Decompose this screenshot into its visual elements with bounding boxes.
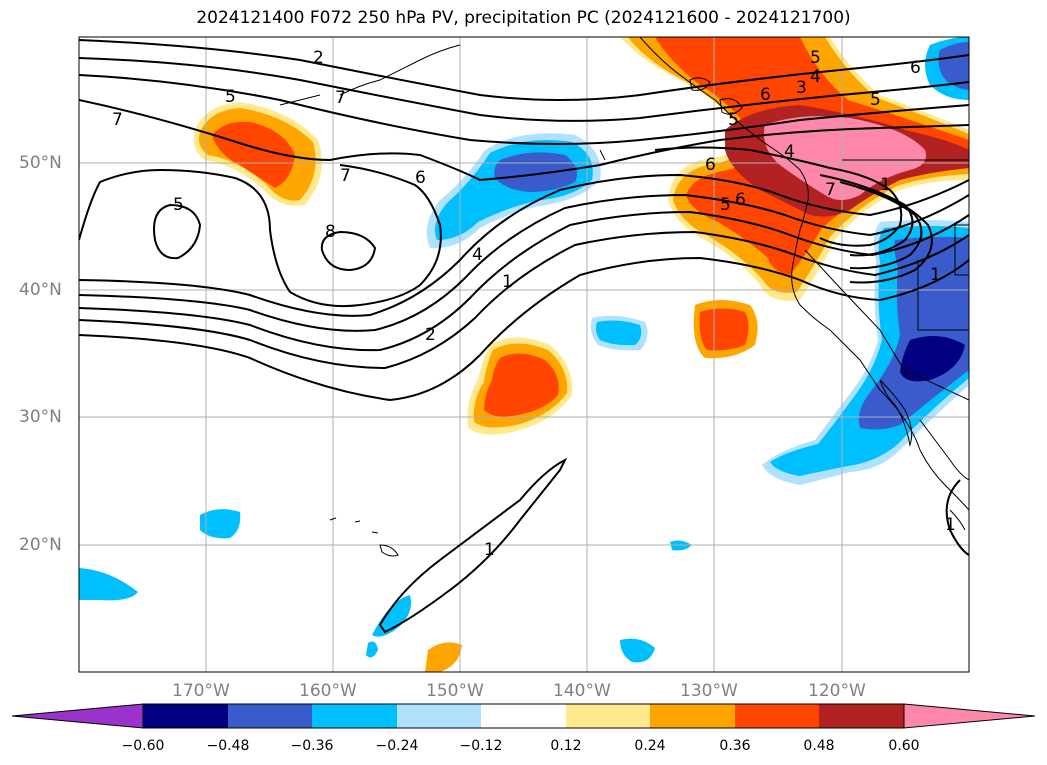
contour-label: 1 — [502, 272, 513, 292]
colorbar-tick: −0.24 — [375, 738, 419, 754]
lon-label: 120°W — [808, 681, 866, 701]
map-title: 2024121400 F072 250 hPa PV, precipitatio… — [196, 8, 851, 28]
precip-shading — [79, 37, 969, 672]
contour-label: 1 — [880, 175, 891, 195]
contour-label: 1 — [945, 515, 956, 535]
colorbar-tick: 0.24 — [634, 738, 666, 754]
precip-neg-w — [200, 509, 241, 539]
contour-label: 5 — [870, 90, 881, 110]
contour-label: 2 — [313, 48, 324, 68]
contour-label: 7 — [340, 166, 351, 186]
lon-label: 130°W — [680, 681, 738, 701]
contour-label: 6 — [760, 85, 771, 105]
lat-label: 20°N — [19, 535, 62, 555]
graticule — [79, 37, 969, 672]
colorbar-tick: −0.12 — [459, 738, 503, 754]
contour-label: 4 — [810, 67, 821, 87]
contour-labels: 5 5 6 7 7 6 5 4 4 1 2 8 7 6 5 3 2 5 4 6 … — [112, 48, 956, 560]
lon-label: 150°W — [426, 681, 484, 701]
colorbar-tick: 0.48 — [803, 738, 835, 754]
contour-label: 8 — [325, 222, 336, 242]
contour-label: 5 — [728, 110, 739, 130]
lon-label: 170°W — [172, 681, 230, 701]
contour-label: 6 — [705, 155, 716, 175]
lat-label: 50°N — [19, 153, 62, 173]
contour-label: 6 — [735, 190, 746, 210]
colorbar-tick: 0.60 — [888, 738, 920, 754]
coastlines — [279, 37, 969, 557]
contour-label: 6 — [910, 58, 921, 78]
colorbar-tick: −0.36 — [290, 738, 334, 754]
colorbar — [11, 703, 1036, 729]
contour-label: 4 — [472, 245, 483, 265]
lon-label: 160°W — [299, 681, 357, 701]
colorbar-tick: −0.60 — [121, 738, 165, 754]
contour-label: 1 — [930, 265, 941, 285]
map-frame — [78, 36, 970, 673]
contour-label: 6 — [415, 168, 426, 188]
contour-label: 4 — [784, 142, 795, 162]
lat-label: 30°N — [19, 407, 62, 427]
lon-label: 140°W — [553, 681, 611, 701]
contour-label: 7 — [825, 180, 836, 200]
contour-label: 7 — [335, 88, 346, 108]
contour-label: 5 — [225, 87, 236, 107]
contour-label: 5 — [720, 195, 731, 215]
contour-label: 1 — [484, 540, 495, 560]
contour-label: 3 — [796, 78, 807, 98]
colorbar-tick: 0.12 — [550, 738, 582, 754]
lat-label: 40°N — [19, 280, 62, 300]
pv-contours — [79, 39, 969, 634]
contour-label: 5 — [173, 195, 184, 215]
colorbar-tick: 0.36 — [719, 738, 751, 754]
map-area: 5 5 6 7 7 6 5 4 4 1 2 8 7 6 5 3 2 5 4 6 … — [79, 37, 969, 672]
colorbar-tick: −0.48 — [206, 738, 250, 754]
contour-label: 2 — [425, 325, 436, 345]
contour-label: 5 — [810, 48, 821, 68]
contour-label: 7 — [112, 110, 123, 130]
